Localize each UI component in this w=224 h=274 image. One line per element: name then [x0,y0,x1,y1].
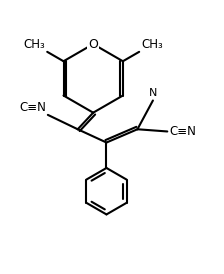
Text: C≡N: C≡N [19,101,46,114]
Text: CH₃: CH₃ [141,38,163,51]
Text: C≡N: C≡N [169,125,196,138]
Text: N: N [149,88,157,98]
Text: CH₃: CH₃ [24,38,45,51]
Text: O: O [88,38,98,51]
